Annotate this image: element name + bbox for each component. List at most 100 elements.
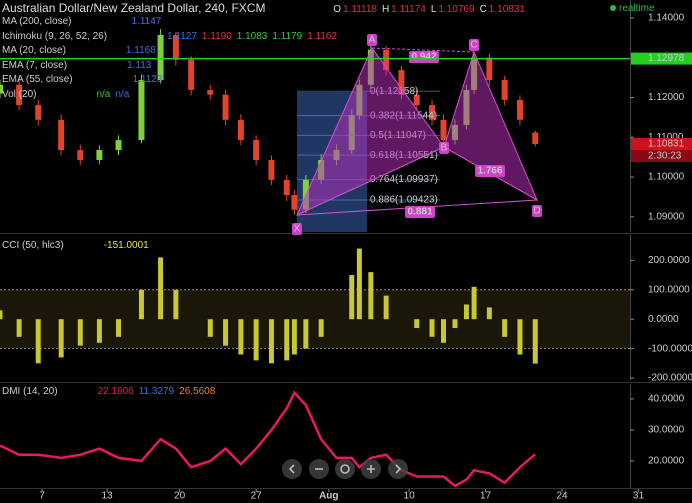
cci-bar (116, 319, 122, 337)
cci-bar (77, 319, 83, 346)
indicator-name: MA (20, close) (2, 45, 66, 56)
candle-body (96, 150, 103, 160)
ohlc-key: C (479, 4, 487, 15)
indicator-value: 1.113 (127, 59, 152, 71)
price-tag-label: 1.12978 (648, 53, 685, 64)
x-tick-label: 7 (39, 491, 45, 502)
indicator-value: 1.1147 (131, 16, 162, 27)
cci-bar (58, 319, 64, 358)
candle-body (35, 105, 42, 120)
ohlc-value: 1.10831 (488, 4, 525, 15)
candle-body (237, 119, 244, 141)
pattern-tag (439, 142, 449, 154)
cci-bar (0, 310, 3, 320)
dmi-legend: DMI (14, 20) 22.1806 11.3279 26.5608 (2, 386, 220, 398)
panel-value: 11.3279 (138, 386, 175, 397)
y-tick-label: -200.0000 (648, 373, 692, 384)
price-axis (630, 0, 692, 232)
cci-bar (158, 257, 164, 320)
pattern-tag (469, 39, 479, 51)
price-tag (631, 52, 692, 65)
candle-body (440, 119, 447, 141)
candle-body (268, 159, 275, 180)
cci-bar (303, 319, 309, 349)
pattern-tag (292, 223, 302, 235)
indicator-row: Vol (20) n/a n/a (2, 89, 134, 101)
candle-body (157, 35, 164, 80)
y-tick-label: 1.11000 (648, 132, 684, 143)
cci-bar (96, 319, 102, 343)
cci-bar (238, 319, 244, 355)
dot (610, 5, 616, 11)
cci-bar (291, 319, 297, 355)
x-tick-label: 10 (404, 491, 416, 502)
x-tick-label: 27 (251, 491, 263, 502)
candle-body (0, 84, 3, 94)
y-tick-label: 0.0000 (648, 314, 679, 325)
ohlc-value: 1.11118 (343, 4, 377, 15)
candle-body (532, 132, 539, 145)
pattern-tag (532, 205, 542, 217)
ratio-tag (405, 206, 435, 218)
indicator-name: Ichimoku (9, 26, 52, 26) (2, 30, 108, 42)
x-tick-label: 20 (174, 491, 186, 502)
y-tick-label: 30.0000 (648, 425, 685, 436)
ohlc-key: H (381, 4, 390, 15)
price-tag-label: 1.10831 (648, 139, 685, 150)
pattern-line (296, 146, 445, 216)
candle-body (516, 99, 523, 120)
ohlc: O 1.11118 H 1.11174 L 1.10769 C 1.10831 (333, 4, 530, 15)
candle-body (398, 70, 405, 95)
x-tick-label: Aug (319, 491, 338, 502)
candle-body (429, 105, 436, 120)
y-tick-label: 1.12000 (648, 92, 685, 103)
indicator-value: 1.1162 (307, 30, 338, 42)
ohlc-value: 1.10769 (438, 4, 475, 15)
header: Australian Dollar/New Zealand Dollar, 24… (2, 2, 535, 16)
price-axis (630, 235, 692, 381)
cci-bar (383, 295, 389, 320)
x-tick-label: 17 (480, 491, 492, 502)
candle-body (222, 94, 229, 120)
cci-bar (173, 289, 179, 320)
indicator-value: 1.1123 (132, 74, 163, 85)
pattern-tag (367, 34, 377, 46)
ratio-tag (409, 51, 439, 63)
panel-label: CCI (50, hlc3) (2, 240, 64, 251)
indicator-row: MA (20, close) 1.1168 (2, 45, 161, 57)
candle-body (501, 79, 508, 100)
panel-value: -151.0001 (103, 240, 149, 251)
x-tick-label: 13 (101, 491, 113, 502)
price-tag (631, 138, 692, 151)
y-tick-label: 1.14000 (648, 13, 685, 24)
cci-bar (471, 286, 477, 320)
candle-body (291, 194, 298, 210)
ratio-label: 0.942 (411, 52, 436, 63)
indicator-row: EMA (7, close) 1.113 (2, 60, 156, 72)
x-tick-label: 24 (556, 491, 568, 502)
cci-bar (16, 319, 22, 337)
pattern-point: D (533, 206, 540, 217)
indicator-name: MA (200, close) (2, 16, 72, 27)
cci-bar (502, 319, 508, 337)
cci-bar (138, 289, 144, 320)
candle-body (283, 179, 290, 195)
candle-body (207, 89, 214, 95)
panel-label: DMI (14, 20) (2, 386, 58, 397)
y-tick-label: 20.0000 (648, 456, 685, 467)
cci-bar (463, 304, 469, 320)
pattern-line (371, 47, 475, 53)
panel-value: 22.1806 (97, 386, 134, 397)
pattern-point: A (369, 35, 376, 46)
indicator-value: 1.1083 (236, 30, 268, 42)
fib-label: 0.886(1.09423) (370, 195, 438, 206)
indicator-name: EMA (7, close) (2, 59, 68, 71)
indicator-value: 1.1168 (125, 45, 156, 56)
candle-body (58, 119, 65, 151)
candle-body (115, 140, 122, 151)
ratio-label: 1.766 (477, 166, 502, 177)
realtime: realtime (610, 3, 660, 15)
y-tick-label: 100.0000 (648, 284, 690, 295)
cci-bar (414, 319, 420, 329)
